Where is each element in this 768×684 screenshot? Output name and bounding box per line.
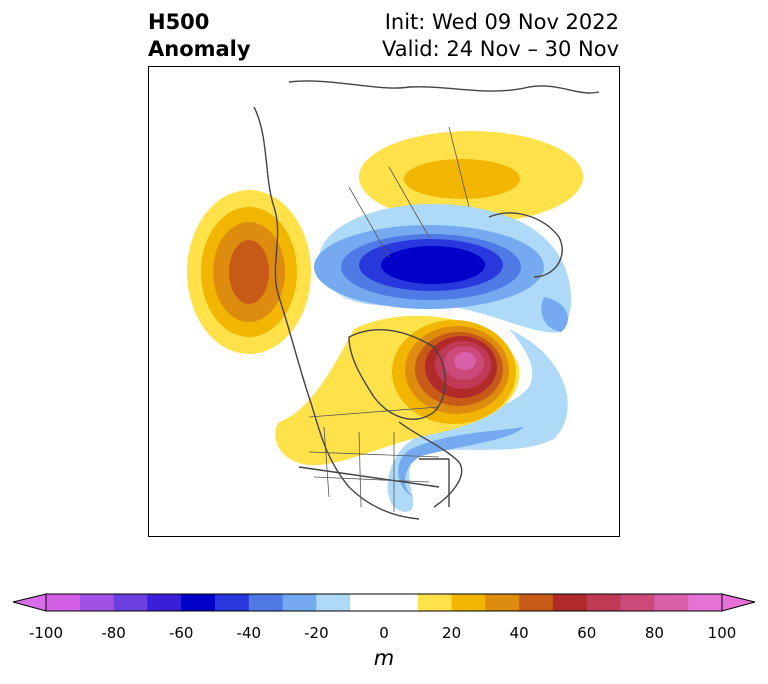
- colorbar-tick-label: 0: [379, 624, 389, 642]
- colorbar-bin-14: [519, 594, 554, 611]
- anomaly-map: [148, 66, 620, 537]
- colorbar-bin-16: [586, 594, 622, 611]
- colorbar-tick-label: 20: [442, 624, 462, 642]
- colorbar-bin-9: [350, 594, 385, 611]
- field-type: Anomaly: [148, 37, 251, 61]
- colorbar-tick-label: 60: [577, 624, 597, 642]
- colorbar-bin-7: [282, 594, 317, 611]
- colorbar-tick-label: -80: [101, 624, 126, 642]
- colorbar-bin-1: [79, 594, 115, 611]
- colorbar-bin-0: [46, 594, 81, 611]
- colorbar-over-arrow: [721, 593, 756, 612]
- colorbar-tick-label: -60: [168, 624, 194, 642]
- colorbar-bin-4: [181, 594, 216, 611]
- colorbar-bin-10: [384, 594, 419, 611]
- init-time: Init: Wed 09 Nov 2022: [384, 10, 619, 34]
- colorbar-bin-17: [620, 594, 655, 611]
- field-name: H500: [148, 10, 210, 34]
- trough-arctic-canada: [314, 203, 572, 333]
- colorbar-bin-19: [688, 594, 723, 611]
- colorbar-bin-18: [654, 594, 689, 611]
- colorbar-bin-15: [553, 594, 588, 611]
- ridge-north-pacific: [187, 190, 311, 354]
- coastlines: [253, 80, 600, 520]
- colorbar-bin-11: [417, 594, 453, 611]
- colorbar-bin-12: [451, 594, 486, 611]
- colorbar-bin-13: [485, 594, 520, 611]
- ridge-hudson-bay: [275, 315, 520, 466]
- valid-period: Valid: 24 Nov – 30 Nov: [382, 37, 619, 61]
- title-right: Init: Wed 09 Nov 2022 Valid: 24 Nov – 30…: [382, 9, 619, 63]
- colorbar-tick-label: 80: [644, 624, 664, 642]
- colorbar-bin-3: [147, 594, 182, 611]
- colorbar-under-arrow: [12, 593, 47, 612]
- political-boundaries: [308, 126, 470, 512]
- colorbar-bin-6: [248, 594, 284, 611]
- colorbar-tick-label: -20: [304, 624, 329, 642]
- map-canvas: [187, 80, 600, 520]
- colorbar-tick-label: -100: [28, 624, 64, 642]
- colorbar-bin-5: [215, 594, 250, 611]
- title-left: H500 Anomaly: [148, 9, 251, 63]
- colorbar-tick-label: 100: [707, 624, 737, 642]
- colorbar: [12, 593, 756, 612]
- colorbar-tick-label: -40: [236, 624, 262, 642]
- colorbar-bin-2: [113, 594, 148, 611]
- colorbar-units: m: [373, 646, 395, 670]
- colorbar-tick-label: 40: [509, 624, 529, 642]
- colorbar-bin-8: [316, 594, 351, 611]
